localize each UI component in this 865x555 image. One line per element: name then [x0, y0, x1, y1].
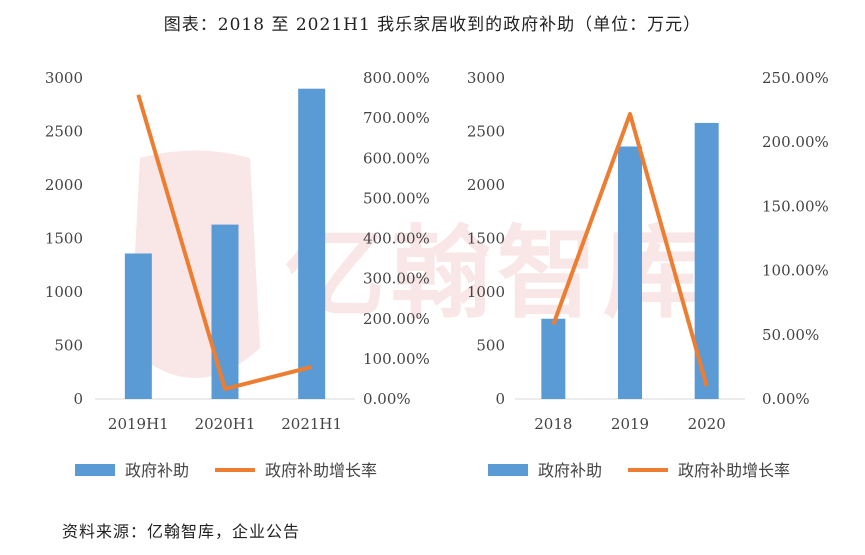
growth-line: [136, 94, 313, 391]
right-tick-label: 200.00%: [363, 310, 430, 328]
legend-line-label: 政府补助增长率: [265, 461, 377, 480]
right-tick-label: 500.00%: [363, 189, 430, 207]
left-tick-label: 2000: [467, 176, 505, 194]
right-tick-label: 300.00%: [363, 270, 430, 288]
left-tick-label: 1000: [45, 283, 83, 301]
legend-bar-swatch: [75, 464, 115, 476]
left-tick-label: 2000: [45, 176, 83, 194]
right-tick-label: 150.00%: [762, 197, 829, 215]
legend-line-label: 政府补助增长率: [678, 461, 790, 480]
x-tick-label: 2019: [611, 415, 649, 433]
legend-bar-label: 政府补助: [538, 461, 602, 480]
left-tick-label: 1000: [467, 283, 505, 301]
left-tick-label: 1500: [45, 230, 83, 248]
growth-line: [551, 111, 709, 387]
right-tick-label: 100.00%: [363, 350, 430, 368]
right-tick-label: 250.00%: [762, 69, 829, 87]
right-tick-label: 700.00%: [363, 109, 430, 127]
left-tick-label: 2500: [45, 123, 83, 141]
right-tick-label: 400.00%: [363, 230, 430, 248]
x-tick-label: 2020H1: [195, 415, 256, 433]
legend-bar-swatch: [488, 464, 528, 476]
chart-title: 图表：2018 至 2021H1 我乐家居收到的政府补助（单位：万元）: [163, 15, 702, 35]
left-tick-label: 1500: [467, 230, 505, 248]
bar: [211, 224, 239, 399]
right-tick-label: 0.00%: [762, 390, 810, 408]
right-tick-label: 0.00%: [363, 390, 411, 408]
right-tick-label: 50.00%: [762, 326, 819, 344]
legend-bar-label: 政府补助: [125, 461, 189, 480]
right-tick-label: 100.00%: [762, 262, 829, 280]
left-tick-label: 3000: [45, 69, 83, 87]
bar: [618, 146, 642, 399]
bar: [124, 253, 152, 399]
x-tick-label: 2018: [534, 415, 572, 433]
x-tick-label: 2019H1: [108, 415, 169, 433]
left-tick-label: 3000: [467, 69, 505, 87]
right-tick-label: 800.00%: [363, 69, 430, 87]
bar: [298, 88, 326, 399]
left-tick-label: 500: [54, 337, 83, 355]
source-note: 资料来源：亿翰智库，企业公告: [62, 522, 301, 541]
right-tick-label: 600.00%: [363, 149, 430, 167]
left-tick-label: 0: [73, 390, 83, 408]
x-tick-label: 2021H1: [281, 415, 342, 433]
left-tick-label: 0: [495, 390, 505, 408]
x-tick-label: 2020: [688, 415, 726, 433]
bar: [541, 318, 566, 399]
right-tick-label: 200.00%: [762, 133, 829, 151]
left-tick-label: 2500: [467, 123, 505, 141]
left-tick-label: 500: [476, 337, 505, 355]
